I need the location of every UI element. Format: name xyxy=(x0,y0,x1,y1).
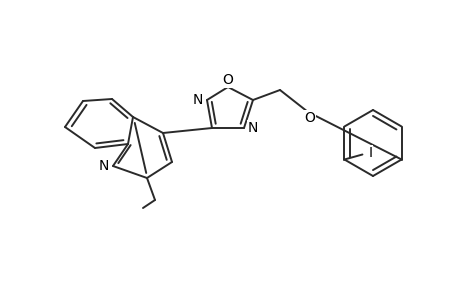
Text: N: N xyxy=(99,159,109,173)
Text: N: N xyxy=(192,93,203,107)
Text: I: I xyxy=(368,146,372,160)
Text: N: N xyxy=(247,121,257,135)
Text: O: O xyxy=(304,111,315,125)
Text: O: O xyxy=(222,73,233,87)
